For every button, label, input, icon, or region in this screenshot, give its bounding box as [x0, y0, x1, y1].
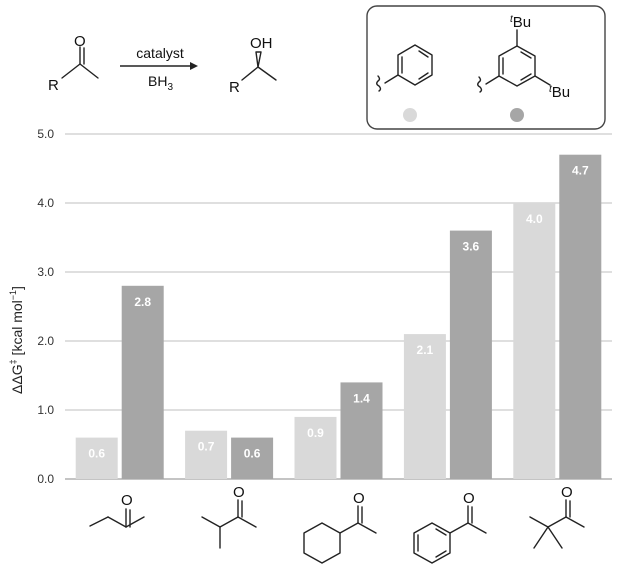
bar [403, 334, 446, 479]
borane-label: BH3 [148, 73, 173, 93]
bar-value-labels: 0.6 2.8 0.7 0.6 0.9 1.4 2.1 3.6 4.0 4.7 [88, 164, 589, 461]
bar-value-label: 3.6 [463, 240, 480, 254]
bar-value-label: 0.6 [244, 447, 261, 461]
bar [449, 230, 492, 479]
y-tick-label: 2.0 [37, 334, 54, 348]
bar [294, 416, 337, 479]
category-2-oxygen-label: O [233, 484, 245, 501]
legend-marker-phenyl [403, 108, 417, 122]
catalyst-label: catalyst [136, 45, 184, 61]
product-hydroxyl-label: OH [250, 35, 273, 52]
bar-value-label: 1.4 [353, 391, 370, 405]
y-tick-label: 5.0 [37, 127, 54, 141]
y-tick-label: 0.0 [37, 472, 54, 486]
bar [75, 437, 118, 479]
category-cyclohexyl-methyl-ketone [303, 505, 377, 564]
di-tert-butylphenyl-structure [477, 29, 551, 93]
bar-value-label: 0.6 [88, 447, 105, 461]
y-tick-label: 1.0 [37, 403, 54, 417]
y-axis-ticks: 0.0 1.0 2.0 3.0 4.0 5.0 [37, 127, 54, 486]
tbu-right-label: tBu [549, 84, 570, 101]
phenyl-structure [376, 44, 433, 92]
category-1-oxygen-label: O [121, 492, 133, 509]
bar [231, 437, 274, 479]
category-3-oxygen-label: O [353, 490, 365, 507]
reactant-oxygen-label: O [74, 33, 86, 50]
bars [75, 154, 602, 479]
bar-value-label: 4.0 [526, 212, 543, 226]
y-tick-label: 4.0 [37, 196, 54, 210]
product-alcohol [241, 51, 277, 81]
bar-value-label: 2.1 [417, 343, 434, 357]
y-axis-label: ΔΔG‡ [kcal mol−1] [8, 286, 25, 394]
category-5-oxygen-label: O [561, 484, 573, 501]
bar [185, 430, 228, 479]
bar [121, 285, 164, 479]
y-tick-label: 3.0 [37, 265, 54, 279]
bar [513, 203, 556, 479]
reactant-r-label: R [48, 77, 59, 94]
category-3-methylbutan-2-one [201, 499, 257, 549]
bar-value-label: 0.9 [307, 426, 324, 440]
legend-marker-di-tert-butylphenyl [510, 108, 524, 122]
category-pinacolone [529, 499, 585, 549]
bar-value-label: 4.7 [572, 164, 589, 178]
reaction-arrow [120, 62, 198, 70]
bar [340, 382, 383, 479]
bar-value-label: 2.8 [134, 295, 151, 309]
product-r-label: R [229, 79, 240, 96]
category-butan-2-one [89, 508, 145, 528]
bar [559, 154, 602, 479]
bar-value-label: 0.7 [198, 440, 215, 454]
tbu-top-label: tBu [510, 14, 531, 31]
category-acetophenone [413, 505, 487, 564]
reactant-ketone [61, 46, 99, 79]
legend-box [366, 5, 606, 130]
category-4-oxygen-label: O [463, 490, 475, 507]
